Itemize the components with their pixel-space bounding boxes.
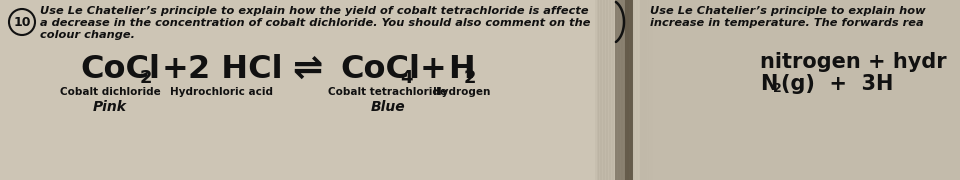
Bar <box>640 0 960 180</box>
Text: 4: 4 <box>400 69 413 87</box>
Bar <box>614 0 618 180</box>
Bar <box>646 0 650 180</box>
Bar <box>615 0 633 180</box>
Text: Hydrochloric acid: Hydrochloric acid <box>171 87 274 97</box>
Bar <box>633 0 636 180</box>
Bar <box>637 0 641 180</box>
Text: 2 HCl: 2 HCl <box>188 55 282 86</box>
Text: Blue: Blue <box>371 100 405 114</box>
Bar <box>636 0 639 180</box>
Bar <box>599 0 604 180</box>
Bar <box>652 0 656 180</box>
Text: Hydrogen: Hydrogen <box>433 87 491 97</box>
Bar <box>601 0 605 180</box>
Bar <box>623 0 628 180</box>
Text: increase in temperature. The forwards rea: increase in temperature. The forwards re… <box>650 18 924 28</box>
Text: 2: 2 <box>140 69 153 87</box>
Text: Pink: Pink <box>93 100 127 114</box>
Bar <box>631 0 635 180</box>
Text: (g)  +  3H: (g) + 3H <box>781 74 894 94</box>
Text: nitrogen + hydr: nitrogen + hydr <box>760 52 947 72</box>
Text: 2: 2 <box>773 82 781 96</box>
Bar <box>606 0 610 180</box>
Bar <box>595 0 599 180</box>
Bar <box>643 0 647 180</box>
Bar <box>598 0 602 180</box>
Bar <box>638 0 642 180</box>
Bar <box>607 0 611 180</box>
Bar <box>620 0 625 180</box>
Text: +: + <box>162 55 189 86</box>
Bar <box>628 0 632 180</box>
Bar <box>613 0 617 180</box>
Text: Use Le Chatelier’s principle to explain how the yield of cobalt tetrachloride is: Use Le Chatelier’s principle to explain … <box>40 6 588 16</box>
Bar <box>625 0 633 180</box>
Text: Use Le Chatelier’s principle to explain how: Use Le Chatelier’s principle to explain … <box>650 6 925 16</box>
Bar <box>654 0 658 180</box>
Bar <box>625 0 629 180</box>
Bar <box>622 0 626 180</box>
Text: ⇌: ⇌ <box>292 52 323 86</box>
Bar <box>634 0 638 180</box>
Bar <box>617 0 621 180</box>
Bar <box>630 0 634 180</box>
Text: 10: 10 <box>13 15 31 28</box>
Bar <box>619 0 623 180</box>
Text: Cobalt tetrachloride: Cobalt tetrachloride <box>328 87 447 97</box>
Bar <box>596 0 601 180</box>
Bar <box>612 0 615 180</box>
Bar <box>604 0 608 180</box>
Bar <box>609 0 612 180</box>
Text: 2: 2 <box>464 69 476 87</box>
Text: Cobalt dichloride: Cobalt dichloride <box>60 87 160 97</box>
Bar <box>641 0 645 180</box>
Text: +: + <box>420 55 446 86</box>
Bar <box>640 0 644 180</box>
Text: colour change.: colour change. <box>40 30 135 40</box>
Bar <box>603 0 607 180</box>
Text: CoCl: CoCl <box>80 55 160 86</box>
Text: H: H <box>448 55 475 86</box>
Bar <box>610 0 614 180</box>
Bar <box>647 0 652 180</box>
Bar <box>627 0 631 180</box>
Text: N: N <box>760 74 778 94</box>
Bar <box>616 0 620 180</box>
Bar <box>649 0 653 180</box>
Bar <box>644 0 649 180</box>
Text: CoCl: CoCl <box>340 55 420 86</box>
Text: a decrease in the concentration of cobalt dichloride. You should also comment on: a decrease in the concentration of cobal… <box>40 18 590 28</box>
Bar <box>651 0 655 180</box>
